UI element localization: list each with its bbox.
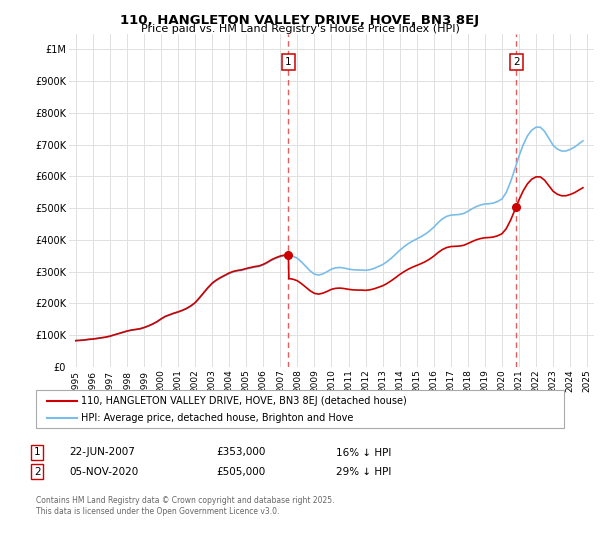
Text: £353,000: £353,000 <box>216 447 265 458</box>
Text: 110, HANGLETON VALLEY DRIVE, HOVE, BN3 8EJ: 110, HANGLETON VALLEY DRIVE, HOVE, BN3 8… <box>121 14 479 27</box>
Text: 1: 1 <box>34 447 41 458</box>
Text: £505,000: £505,000 <box>216 466 265 477</box>
Text: Price paid vs. HM Land Registry's House Price Index (HPI): Price paid vs. HM Land Registry's House … <box>140 24 460 34</box>
Text: 2: 2 <box>34 466 41 477</box>
Text: 22-JUN-2007: 22-JUN-2007 <box>69 447 135 458</box>
Text: 16% ↓ HPI: 16% ↓ HPI <box>336 447 391 458</box>
Text: 1: 1 <box>285 57 292 67</box>
Text: 2: 2 <box>513 57 520 67</box>
Text: 05-NOV-2020: 05-NOV-2020 <box>69 466 138 477</box>
Text: Contains HM Land Registry data © Crown copyright and database right 2025.
This d: Contains HM Land Registry data © Crown c… <box>36 496 335 516</box>
Text: HPI: Average price, detached house, Brighton and Hove: HPI: Average price, detached house, Brig… <box>81 413 353 423</box>
Text: 110, HANGLETON VALLEY DRIVE, HOVE, BN3 8EJ (detached house): 110, HANGLETON VALLEY DRIVE, HOVE, BN3 8… <box>81 396 407 406</box>
Text: 29% ↓ HPI: 29% ↓ HPI <box>336 466 391 477</box>
